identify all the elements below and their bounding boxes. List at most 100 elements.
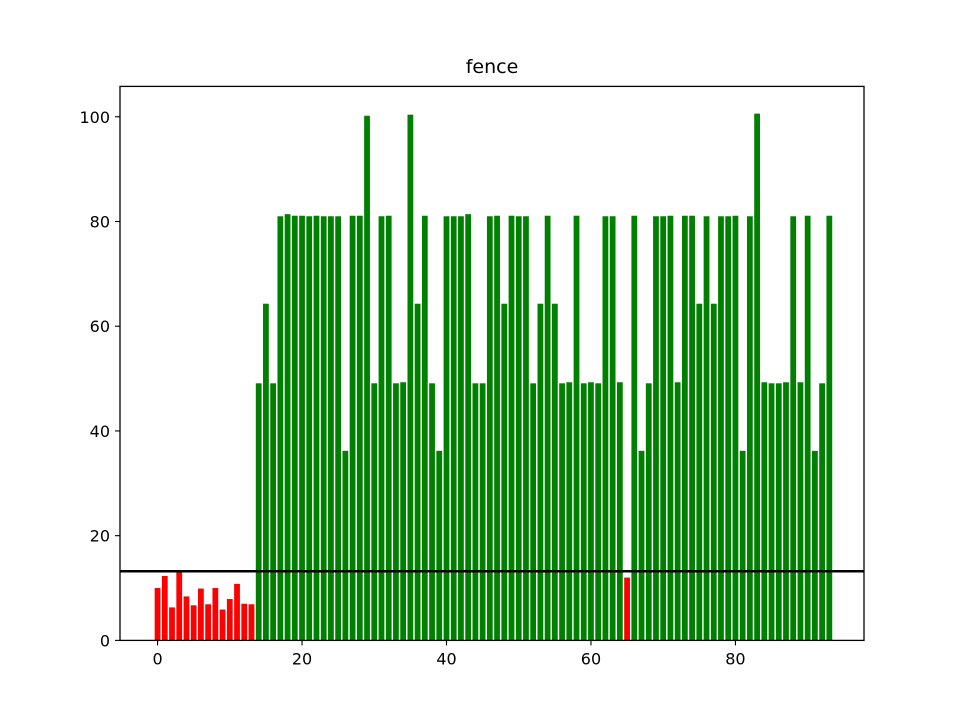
- bar: [241, 603, 248, 641]
- bar: [393, 383, 399, 641]
- bar: [349, 215, 356, 641]
- bar: [761, 382, 768, 641]
- bar: [371, 383, 378, 641]
- bar: [746, 216, 753, 641]
- bar: [486, 216, 493, 641]
- bar: [739, 450, 746, 641]
- bar: [631, 215, 638, 641]
- bar: [436, 450, 443, 641]
- bar: [588, 382, 594, 641]
- bar: [826, 215, 833, 641]
- bar: [378, 216, 385, 641]
- bars-group: [154, 113, 833, 641]
- bar: [212, 588, 219, 641]
- bar: [559, 383, 565, 641]
- bar: [494, 215, 500, 641]
- bar: [544, 215, 551, 641]
- bar: [421, 215, 428, 641]
- bar: [472, 383, 479, 641]
- bar: [689, 215, 695, 641]
- bar: [616, 382, 623, 641]
- bar: [255, 383, 262, 641]
- bar: [645, 383, 652, 641]
- bar: [653, 216, 659, 641]
- bar: [443, 216, 450, 641]
- bar: [284, 214, 291, 641]
- bar: [169, 607, 175, 641]
- bar: [508, 215, 515, 641]
- bar: [429, 383, 435, 641]
- bar: [638, 450, 645, 641]
- bar: [176, 571, 183, 641]
- bar: [530, 383, 537, 641]
- bar: [732, 215, 739, 641]
- bar: [465, 214, 472, 641]
- bar: [190, 605, 197, 641]
- y-tick-label: 60: [90, 317, 110, 336]
- y-tick-label: 100: [79, 108, 110, 127]
- y-tick-label: 20: [90, 527, 110, 546]
- bar: [263, 303, 269, 641]
- bar: [783, 382, 789, 641]
- bar: [595, 383, 602, 641]
- y-tick-label: 0: [100, 631, 110, 650]
- bar: [342, 450, 349, 641]
- bar: [154, 588, 161, 641]
- bar: [797, 382, 804, 641]
- bar: [299, 215, 305, 641]
- bar: [674, 382, 681, 641]
- bar: [479, 383, 486, 641]
- bar: [306, 216, 313, 641]
- x-tick-label: 80: [725, 649, 745, 668]
- bar: [226, 599, 233, 641]
- bar: [804, 215, 811, 641]
- bar: [450, 216, 457, 641]
- y-tick-label: 80: [90, 212, 110, 231]
- x-tick-label: 60: [581, 649, 601, 668]
- bar: [681, 215, 688, 641]
- bar: [313, 215, 320, 641]
- bar: [790, 216, 797, 641]
- bar: [696, 303, 703, 641]
- bar: [710, 303, 717, 641]
- bar: [609, 216, 616, 641]
- bar: [573, 215, 580, 641]
- x-tick-label: 40: [436, 649, 456, 668]
- bar: [205, 604, 212, 641]
- bar: [811, 450, 818, 641]
- bar: [624, 577, 630, 641]
- bar: [775, 383, 782, 641]
- plot-frame: [119, 85, 865, 642]
- chart-title: fence: [466, 56, 519, 78]
- bar: [537, 303, 544, 641]
- bar: [270, 383, 277, 641]
- x-axis: 0 20 40 60 80: [152, 640, 746, 668]
- bar: [219, 609, 226, 641]
- bar: [580, 383, 587, 641]
- bar: [667, 215, 674, 641]
- bar: [566, 382, 573, 641]
- bar: [400, 382, 407, 641]
- bar: [515, 216, 522, 641]
- bar: [501, 303, 508, 641]
- bar: [660, 216, 667, 641]
- bar: [320, 216, 327, 641]
- bar: [356, 215, 363, 641]
- bar: [703, 216, 710, 641]
- bar: [551, 303, 558, 641]
- x-tick-label: 0: [152, 649, 162, 668]
- bar: [414, 303, 421, 641]
- bar: [458, 216, 464, 641]
- bar: [718, 216, 724, 641]
- bar: [819, 383, 825, 641]
- bar: [364, 115, 370, 641]
- bar: [523, 216, 529, 641]
- bar: [183, 596, 190, 641]
- bar: [328, 216, 334, 641]
- bar: [768, 383, 775, 641]
- bar: [407, 114, 414, 641]
- bar: [198, 588, 204, 641]
- y-axis: 0 20 40 60 80 100: [79, 108, 120, 650]
- bar: [725, 216, 732, 641]
